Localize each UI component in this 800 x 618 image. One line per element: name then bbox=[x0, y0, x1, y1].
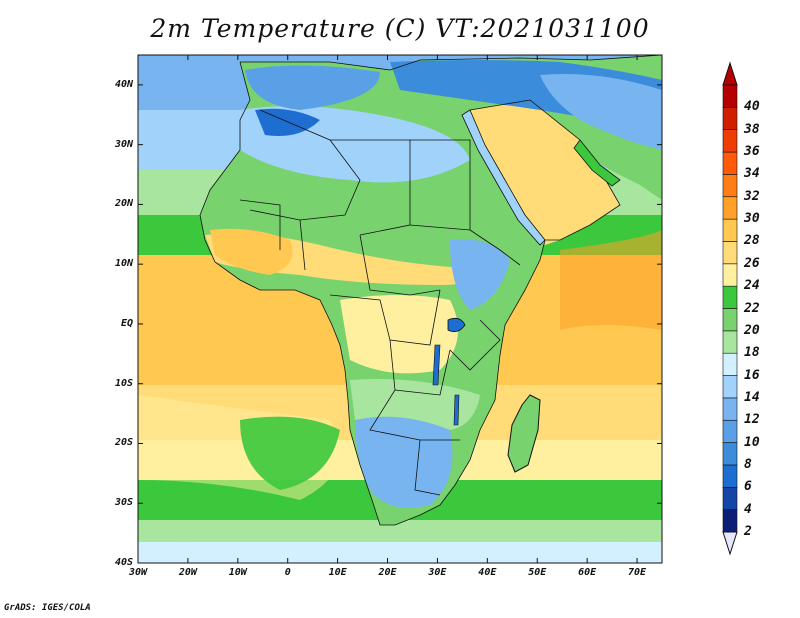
colorbar-label: 18 bbox=[744, 345, 760, 361]
lat-label: 20S bbox=[114, 437, 133, 449]
colorbar-label: 4 bbox=[744, 501, 752, 517]
colorbar-label: 38 bbox=[744, 121, 760, 137]
lat-label: 40S bbox=[114, 557, 133, 568]
lon-label: 50E bbox=[528, 567, 547, 578]
colorbar-label: 8 bbox=[744, 456, 752, 472]
lon-label: 10W bbox=[228, 567, 247, 578]
persian-gulf bbox=[573, 139, 621, 187]
lat-label: 10S bbox=[114, 377, 133, 389]
colorbar-label: 12 bbox=[744, 412, 760, 428]
lon-label: 70E bbox=[628, 567, 647, 578]
colorbar-segment bbox=[722, 330, 738, 354]
colorbar-label: 2 bbox=[744, 524, 752, 539]
atlas-cold bbox=[255, 108, 320, 136]
colorbar-segment bbox=[722, 397, 738, 421]
colorbar-segment bbox=[722, 84, 738, 108]
plot-frame bbox=[137, 54, 663, 564]
country-borders bbox=[199, 55, 662, 526]
lon-label: 30W bbox=[128, 567, 148, 578]
colorbar-label: 32 bbox=[744, 188, 760, 204]
lon-label: 60E bbox=[578, 567, 597, 578]
north-africa-cold bbox=[245, 65, 380, 110]
lake-victoria bbox=[447, 317, 466, 333]
lat-label: 30N bbox=[114, 138, 133, 150]
arabian-peninsula bbox=[470, 100, 620, 245]
colorbar-label: 6 bbox=[744, 479, 752, 495]
colorbar-label: 36 bbox=[744, 144, 760, 160]
lon-label: 40E bbox=[478, 567, 497, 578]
colorbar-segment bbox=[722, 263, 738, 287]
colorbar-segment bbox=[722, 352, 738, 376]
colorbar-label: 34 bbox=[744, 166, 760, 182]
colorbar-segment bbox=[722, 285, 738, 309]
page-title: 2m Temperature (C) VT:2021031100 bbox=[150, 14, 650, 43]
colorbar-segment bbox=[722, 308, 738, 332]
colorbar bbox=[722, 61, 738, 556]
colorbar-segment bbox=[722, 241, 738, 265]
south-atlantic-green-patch bbox=[240, 416, 340, 490]
colorbar-label: 26 bbox=[744, 255, 760, 271]
lat-label: 40N bbox=[114, 78, 133, 90]
colorbar-label: 14 bbox=[744, 389, 760, 405]
colorbar-label: 28 bbox=[744, 233, 760, 249]
colorbar-label: 30 bbox=[744, 211, 760, 227]
southern-africa-green bbox=[350, 379, 480, 430]
colorbar-segment bbox=[722, 196, 738, 220]
lat-label: 10N bbox=[114, 258, 133, 270]
colorbar-segment bbox=[722, 151, 738, 175]
colorbar-segment bbox=[722, 464, 738, 488]
colorbar-segment bbox=[722, 129, 738, 153]
colorbar-segment bbox=[722, 509, 738, 533]
colorbar-label: 10 bbox=[744, 434, 760, 450]
lat-label: EQ bbox=[120, 317, 133, 329]
colorbar-segment bbox=[722, 107, 738, 130]
lon-label: 10E bbox=[328, 567, 347, 578]
colorbar-over-triangle bbox=[722, 61, 738, 86]
lon-label: 0 bbox=[284, 567, 291, 578]
madagascar bbox=[507, 394, 541, 473]
colorbar-segment bbox=[722, 419, 738, 443]
lon-label: 20E bbox=[378, 567, 397, 578]
colorbar-segment bbox=[722, 486, 738, 510]
lat-label: 30S bbox=[114, 497, 133, 509]
axis-ticks bbox=[137, 55, 662, 564]
congo-basin-mild bbox=[340, 295, 458, 374]
colorbar-label: 24 bbox=[744, 278, 760, 294]
grads-credit: GrADS: IGES/COLA bbox=[4, 603, 91, 613]
colorbar-label: 20 bbox=[744, 322, 760, 338]
iran-highlands-cold bbox=[540, 74, 662, 150]
colorbar-segment bbox=[722, 218, 738, 242]
ocean-band-far-south bbox=[138, 542, 662, 563]
west-africa-warm bbox=[210, 228, 293, 275]
lake-tanganyika bbox=[432, 344, 441, 386]
colorbar-segment bbox=[722, 442, 738, 466]
colorbar-label: 40 bbox=[744, 99, 760, 115]
colorbar-under-triangle bbox=[722, 531, 738, 556]
ocean-band-south-light bbox=[138, 520, 662, 542]
colorbar-label: 16 bbox=[744, 367, 760, 383]
lat-label: 20N bbox=[114, 198, 133, 210]
colorbar-segment bbox=[722, 174, 738, 198]
east-africa-highlands bbox=[450, 239, 510, 310]
red-sea bbox=[461, 109, 546, 246]
lon-label: 30E bbox=[428, 567, 447, 578]
lake-malawi bbox=[453, 394, 460, 426]
indian-ocean-warm-pool bbox=[560, 230, 662, 330]
lon-label: 20W bbox=[178, 567, 197, 578]
colorbar-label: 22 bbox=[744, 300, 760, 316]
colorbar-segment bbox=[722, 375, 738, 399]
southern-africa-cool bbox=[355, 416, 453, 508]
